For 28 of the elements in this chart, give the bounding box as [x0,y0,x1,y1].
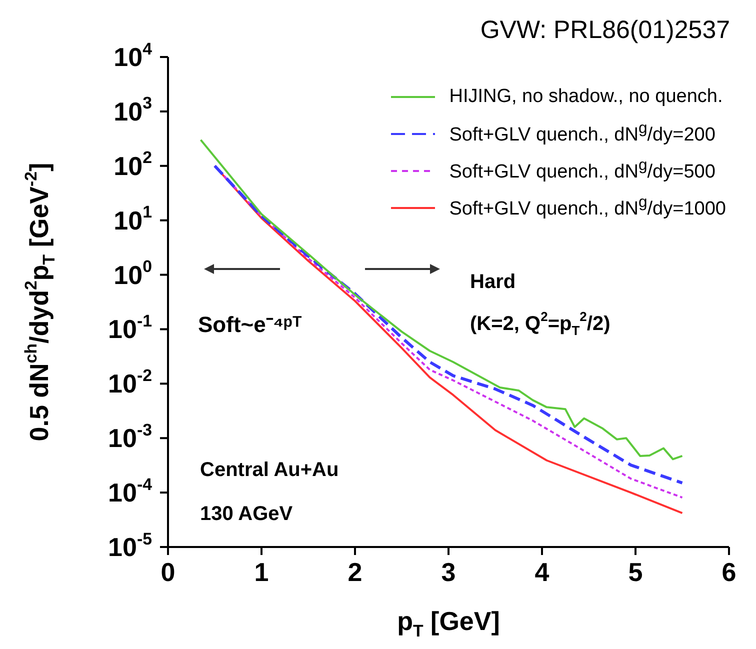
y-tick-label: 10$^{2}$ [114,148,152,181]
x-tick-label: 2 [348,557,362,587]
y-tick-label: 10$^{4}$ [114,39,153,72]
y-tick-label: 10$^{-4}$ [108,474,153,508]
legend-label: Soft+GLV quench., dN$^{g}$/dy=500 [449,157,716,184]
annotation: Soft~e⁻⁴ᵖᵀ [198,312,302,337]
annotation: 130 AGeV [200,503,294,525]
y-tick-label: 10$^{-1}$ [108,312,152,344]
y-tick-label: 10$^{3}$ [114,94,152,126]
x-tick-label: 3 [441,557,456,587]
legend-label: HIJING, no shadow., no quench. [449,86,723,108]
legend-label: Soft+GLV quench., dN$^{g}$/dy=200 [449,120,716,147]
x-tick-label: 0 [160,557,176,587]
annotation: Central Au+Au [200,459,339,481]
x-axis-title: p$_{T}$ [GeV] [397,606,500,640]
y-tick-label: 10$^{-3}$ [108,420,152,454]
annotation: Hard [470,271,516,293]
y-tick-label: 10$^{0}$ [114,257,152,290]
x-tick-label: 6 [722,557,736,587]
x-tick-label: 5 [628,557,643,587]
y-tick-label: 10$^{-2}$ [108,366,152,399]
y-tick-label: 10$^{1}$ [114,202,152,236]
chart-title: GVW: PRL86(01)2537 [480,16,730,44]
legend-label: Soft+GLV quench., dN$^{g}$/dy=1000 [449,194,726,221]
y-tick-label: 10$^{-5}$ [108,529,152,562]
x-tick-label: 4 [534,557,550,587]
annotation: (K=2, Q$^{2}$=p$_{T}$$^{2}$/2) [470,309,610,338]
x-tick-label: 1 [254,557,269,587]
